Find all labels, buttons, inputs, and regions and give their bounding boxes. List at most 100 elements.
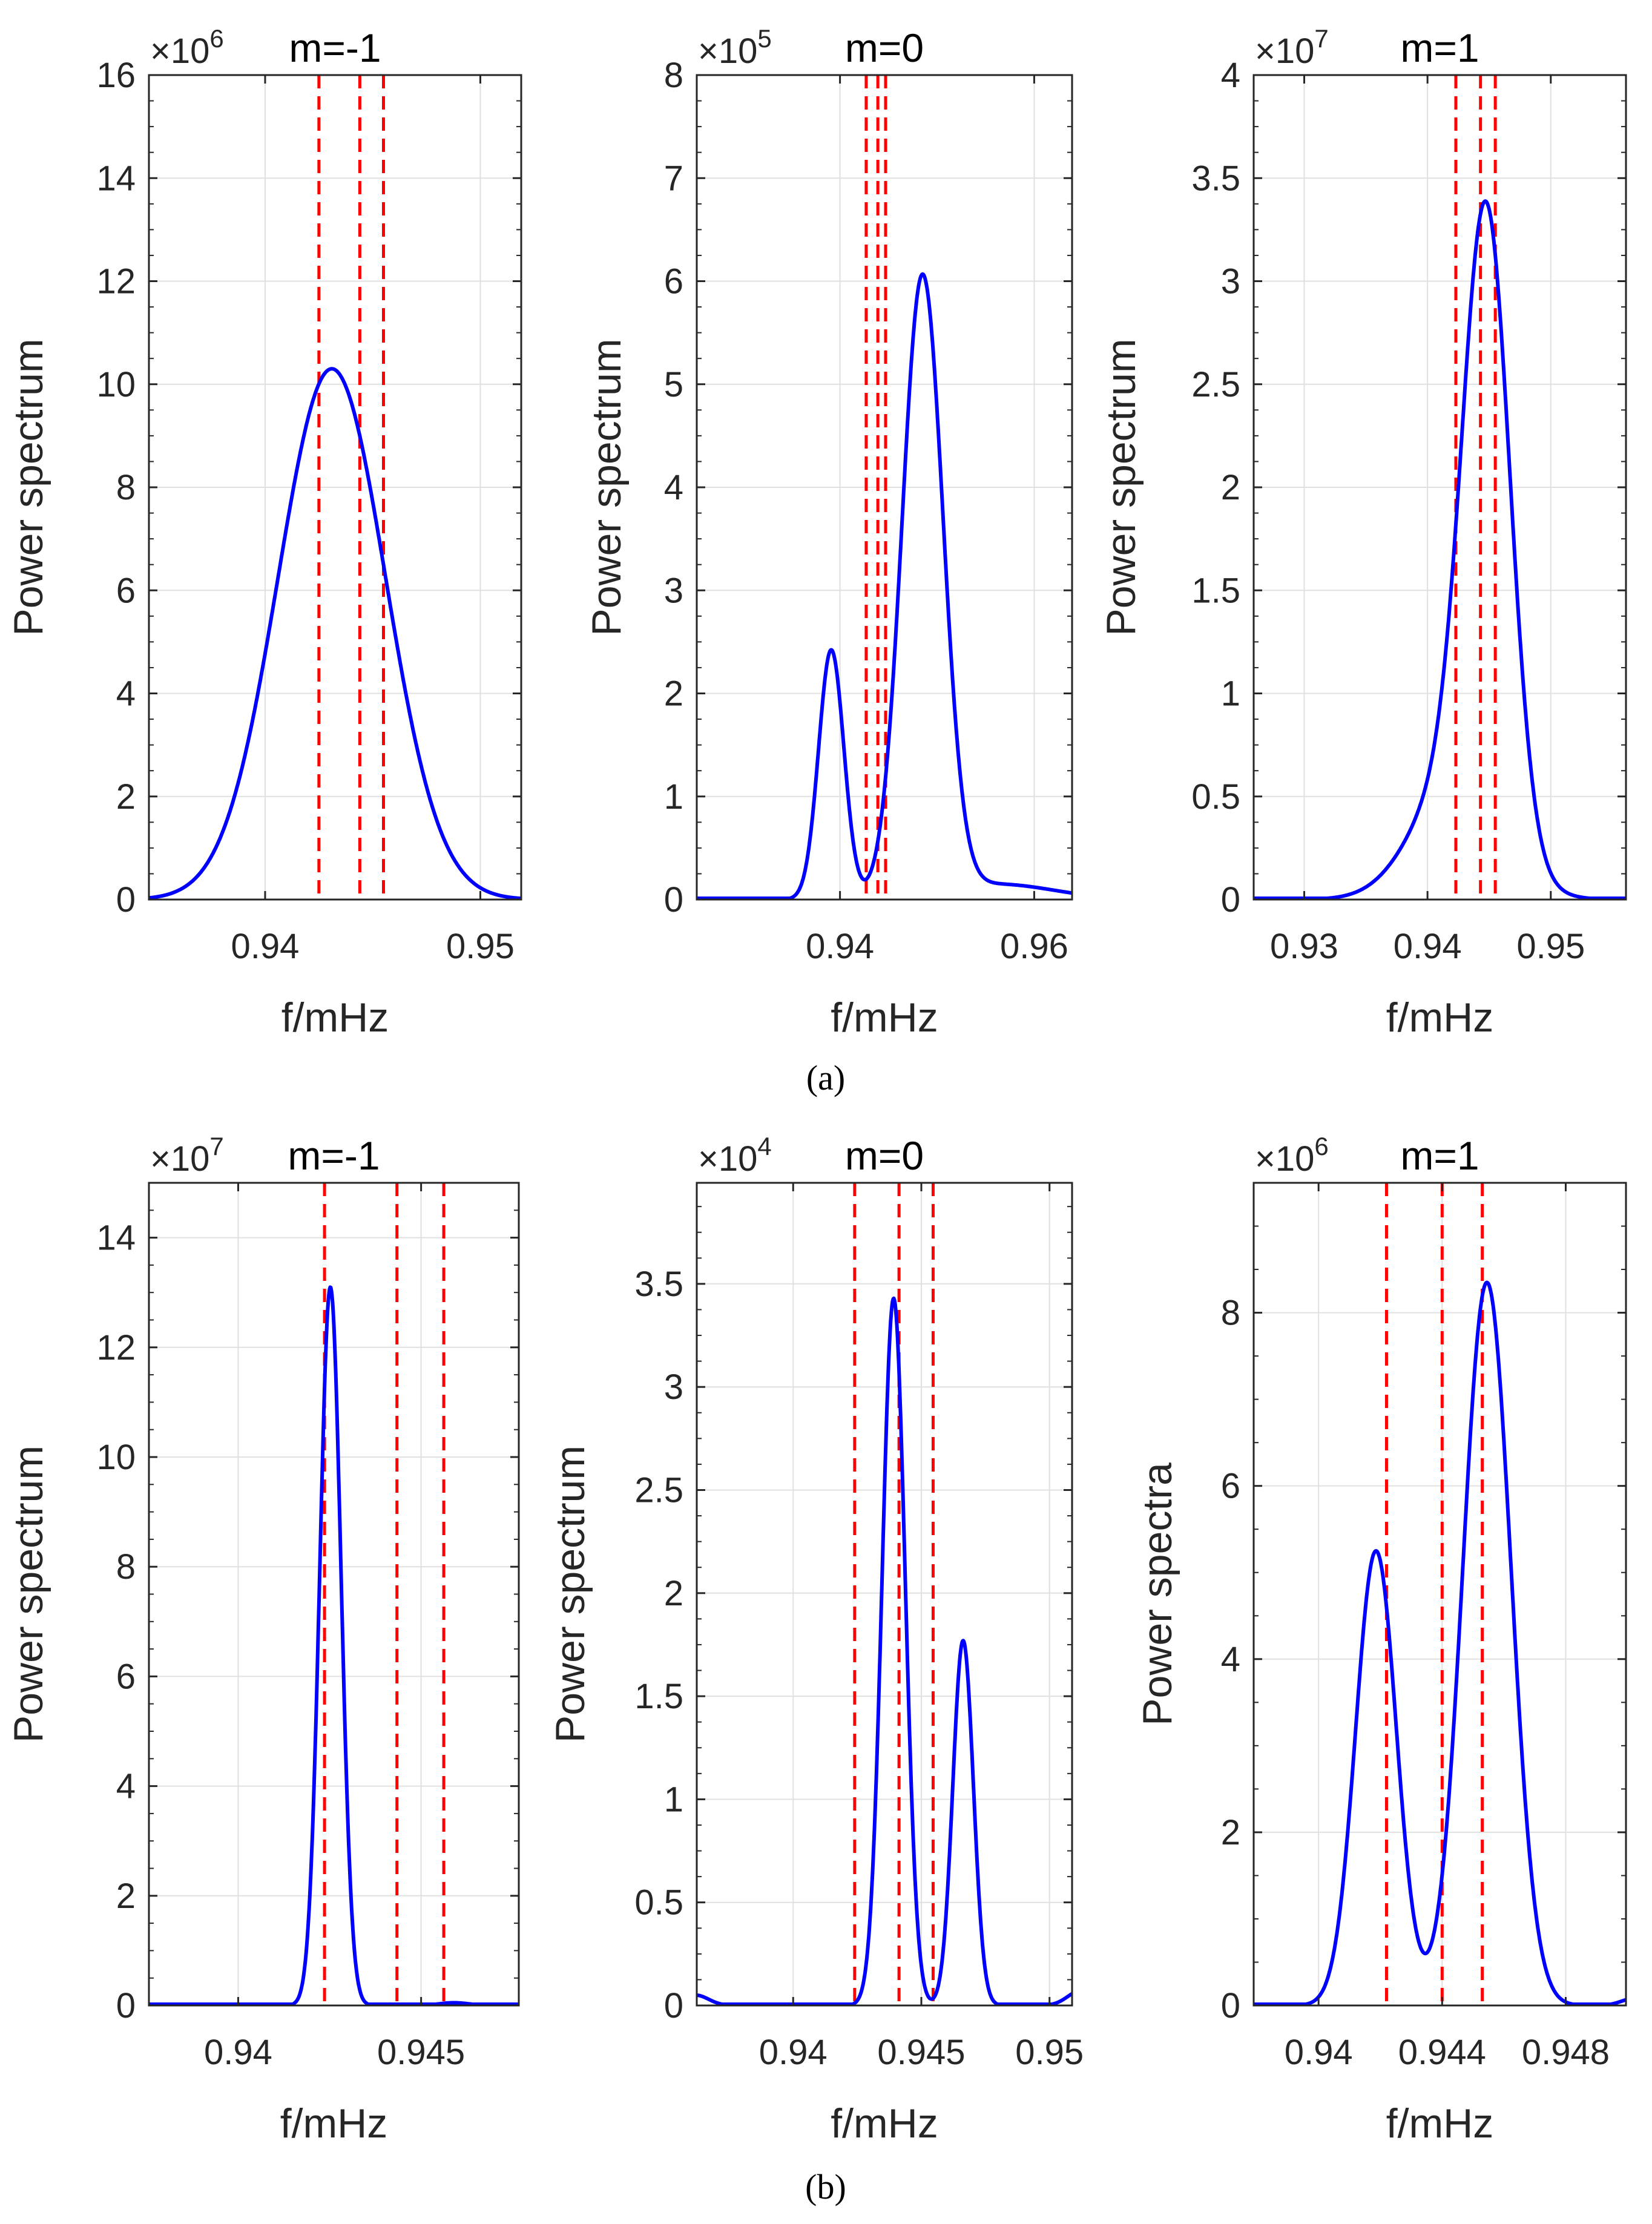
y-tick-label: 2 bbox=[1221, 468, 1240, 507]
panel-title: m=-1 bbox=[289, 25, 381, 70]
y-tick-label: 8 bbox=[116, 468, 136, 507]
x-tick-label: 0.94 bbox=[1285, 2033, 1353, 2072]
spectrum-curve bbox=[1252, 1280, 1627, 2006]
y-tick-label: 4 bbox=[116, 674, 136, 714]
y-axis-label: Power spectrum bbox=[584, 338, 630, 636]
axes-box bbox=[148, 1182, 520, 2007]
panel-title: m=1 bbox=[1400, 1133, 1479, 1178]
y-tick-label: 4 bbox=[664, 468, 683, 507]
y-tick-label: 16 bbox=[96, 56, 136, 95]
y-tick-label: 6 bbox=[116, 571, 136, 610]
y-tick-label: 14 bbox=[96, 1219, 136, 1258]
y-axis-label: Power spectra bbox=[1134, 1462, 1180, 1726]
x-tick-label: 0.95 bbox=[446, 927, 515, 966]
panel-a1: 0.94 0.95 0 2 4 6 8 10 12 14 16 f/mHz Power spectrum… bbox=[5, 24, 522, 1041]
spectrum-curve bbox=[1252, 199, 1627, 900]
y-tick-label: 1.5 bbox=[1191, 571, 1240, 610]
x-tick-label: 0.94 bbox=[806, 927, 874, 966]
panel-a2: 0.94 0.96 0 1 2 3 4 5 6 7 8 f/mHz Power spectrum ×105… bbox=[584, 24, 1073, 1041]
y-tick-label: 10 bbox=[96, 365, 136, 404]
y-exponent-power: 7 bbox=[1314, 24, 1328, 53]
spectrum-curve bbox=[696, 272, 1073, 900]
y-exponent: ×107 bbox=[150, 1132, 224, 1179]
y-tick-label: 5 bbox=[664, 365, 683, 404]
y-tick-label: 6 bbox=[664, 262, 683, 301]
y-tick-label: 8 bbox=[664, 56, 683, 95]
panel-b2: 0.94 0.945 0.95 0 0.5 1 1.5 2 2.5 3 3.5 f/mHz Power … bbox=[547, 1132, 1084, 2147]
x-tick-label: 0.93 bbox=[1270, 927, 1338, 966]
y-tick-label: 0 bbox=[116, 1986, 136, 2025]
x-axis-label: f/mHz bbox=[831, 995, 938, 1041]
x-axis-label: f/mHz bbox=[1386, 2101, 1494, 2147]
y-tick-label: 2 bbox=[116, 1877, 136, 1916]
y-tick-label: 0 bbox=[1221, 880, 1240, 920]
y-tick-label: 4 bbox=[1221, 1640, 1240, 1679]
x-tick-label: 0.94 bbox=[759, 2033, 828, 2072]
caption-b: (b) bbox=[805, 2167, 846, 2206]
x-tick-label: 0.94 bbox=[1394, 927, 1462, 966]
y-tick-label: 8 bbox=[1221, 1294, 1240, 1333]
y-tick-label: 3 bbox=[664, 1367, 683, 1407]
y-tick-label: 7 bbox=[664, 159, 683, 198]
y-exponent-power: 4 bbox=[757, 1132, 771, 1160]
y-tick-label: 1 bbox=[1221, 674, 1240, 714]
y-exponent: ×106 bbox=[150, 24, 224, 71]
y-exponent: ×105 bbox=[698, 24, 772, 71]
y-tick-label: 2.5 bbox=[1191, 365, 1240, 404]
y-tick-label: 12 bbox=[96, 262, 136, 301]
x-axis-label: f/mHz bbox=[281, 995, 389, 1041]
y-tick-label: 0 bbox=[664, 880, 683, 920]
x-axis-label: f/mHz bbox=[1386, 995, 1494, 1041]
spectrum-curve bbox=[148, 1285, 520, 2006]
y-tick-label: 2 bbox=[664, 1574, 683, 1613]
caption-a: (a) bbox=[806, 1058, 845, 1097]
y-exponent-power: 6 bbox=[209, 24, 223, 53]
x-axis-label: f/mHz bbox=[280, 2101, 388, 2147]
y-tick-label: 10 bbox=[96, 1438, 136, 1477]
panel-a3: 0.93 0.94 0.95 0 0.5 1 1.5 2 2.5 3 3.5 4 f/mHz Power … bbox=[1098, 24, 1627, 1041]
y-tick-label: 3.5 bbox=[634, 1265, 683, 1304]
y-tick-label: 0.5 bbox=[634, 1883, 683, 1923]
x-tick-label: 0.94 bbox=[204, 2033, 272, 2072]
panel-b3: 0.94 0.944 0.948 0 2 4 6 8 f/mHz Power spectra ×10… bbox=[1134, 1132, 1627, 2147]
spectrum-curve bbox=[148, 367, 522, 900]
y-tick-label: 2.5 bbox=[634, 1470, 683, 1510]
y-tick-label: 0 bbox=[664, 1986, 683, 2025]
y-tick-label: 0 bbox=[116, 880, 136, 920]
y-tick-label: 6 bbox=[1221, 1467, 1240, 1506]
axes-box bbox=[696, 1182, 1073, 2007]
x-tick-label: 0.944 bbox=[1398, 2033, 1486, 2072]
y-tick-label: 12 bbox=[96, 1328, 136, 1367]
x-tick-label: 0.96 bbox=[1000, 927, 1068, 966]
y-tick-label: 1 bbox=[664, 777, 683, 817]
y-axis-label: Power spectrum bbox=[1098, 338, 1144, 636]
y-exponent: ×107 bbox=[1255, 24, 1329, 71]
y-tick-label: 0.5 bbox=[1191, 777, 1240, 817]
panel-title: m=1 bbox=[1400, 25, 1479, 70]
y-tick-label: 2 bbox=[116, 777, 136, 817]
y-axis-label: Power spectrum bbox=[5, 338, 51, 636]
panel-b1: 0.94 0.945 0 2 4 6 8 10 12 14 f/mHz Power spectrum ×… bbox=[5, 1132, 520, 2147]
y-tick-label: 8 bbox=[116, 1547, 136, 1587]
y-exponent: ×104 bbox=[698, 1132, 772, 1179]
y-tick-label: 0 bbox=[1221, 1986, 1240, 2025]
y-tick-label: 4 bbox=[1221, 56, 1240, 95]
spectrum-curve bbox=[696, 1296, 1073, 2006]
y-tick-label: 14 bbox=[96, 159, 136, 198]
y-tick-label: 2 bbox=[1221, 1813, 1240, 1852]
y-tick-label: 3 bbox=[1221, 262, 1240, 301]
y-tick-label: 2 bbox=[664, 674, 683, 714]
y-tick-label: 4 bbox=[116, 1767, 136, 1806]
panel-title: m=0 bbox=[845, 1133, 924, 1178]
y-tick-label: 1.5 bbox=[634, 1677, 683, 1716]
panel-title: m=-1 bbox=[288, 1133, 380, 1178]
x-tick-label: 0.948 bbox=[1522, 2033, 1610, 2072]
x-tick-label: 0.95 bbox=[1516, 927, 1585, 966]
y-exponent-power: 6 bbox=[1314, 1132, 1328, 1160]
axes-box bbox=[1252, 1182, 1627, 2007]
x-tick-label: 0.95 bbox=[1015, 2033, 1084, 2072]
y-exponent-power: 7 bbox=[209, 1132, 223, 1160]
x-tick-label: 0.945 bbox=[877, 2033, 965, 2072]
y-tick-label: 3 bbox=[664, 571, 683, 610]
panel-title: m=0 bbox=[845, 25, 924, 70]
